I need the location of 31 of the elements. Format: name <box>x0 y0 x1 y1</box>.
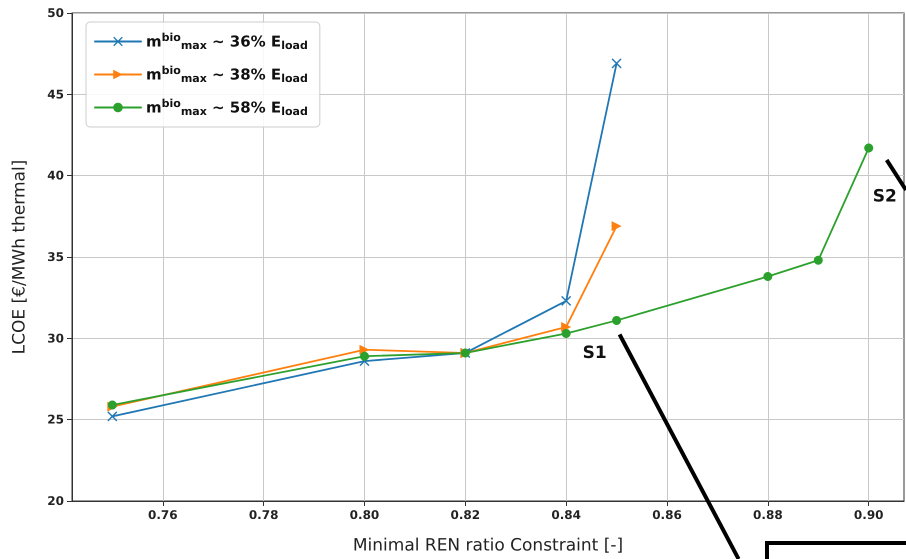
y-tick-label: 30 <box>47 331 64 346</box>
point <box>561 322 572 332</box>
point <box>612 221 622 232</box>
point <box>561 296 572 306</box>
y-tick-label: 40 <box>47 168 64 183</box>
y-tick-label: 25 <box>47 412 64 427</box>
point <box>107 411 118 422</box>
x-tick-label: 0.84 <box>551 508 581 522</box>
x-tick-label: 0.78 <box>248 508 278 522</box>
annotation: S1 <box>582 342 607 363</box>
y-axis-title: LCOE [€/MWh thermal] <box>10 160 30 354</box>
x-tick-label: 0.88 <box>753 508 783 522</box>
y-tick-label: 20 <box>47 494 64 508</box>
x-tick-label: 0.82 <box>450 508 480 522</box>
x-tick-label: 0.80 <box>350 508 380 522</box>
x-tick-label: 0.76 <box>148 508 178 522</box>
point <box>612 58 622 68</box>
y-tick-label: 45 <box>47 87 64 102</box>
point <box>562 328 571 338</box>
y-tick-label: 35 <box>47 250 64 264</box>
point <box>359 344 370 355</box>
point <box>763 272 772 282</box>
point <box>814 256 823 265</box>
y-tick-label: 50 <box>47 6 64 20</box>
x-tick-label: 0.90 <box>854 508 884 522</box>
point <box>360 352 369 361</box>
x-axis-title: Minimal REN ratio Constraint [-] <box>352 536 624 556</box>
x-tick-label: 0.86 <box>652 508 682 522</box>
annotation: S2 <box>872 186 897 207</box>
point <box>864 144 874 153</box>
point <box>612 316 622 325</box>
